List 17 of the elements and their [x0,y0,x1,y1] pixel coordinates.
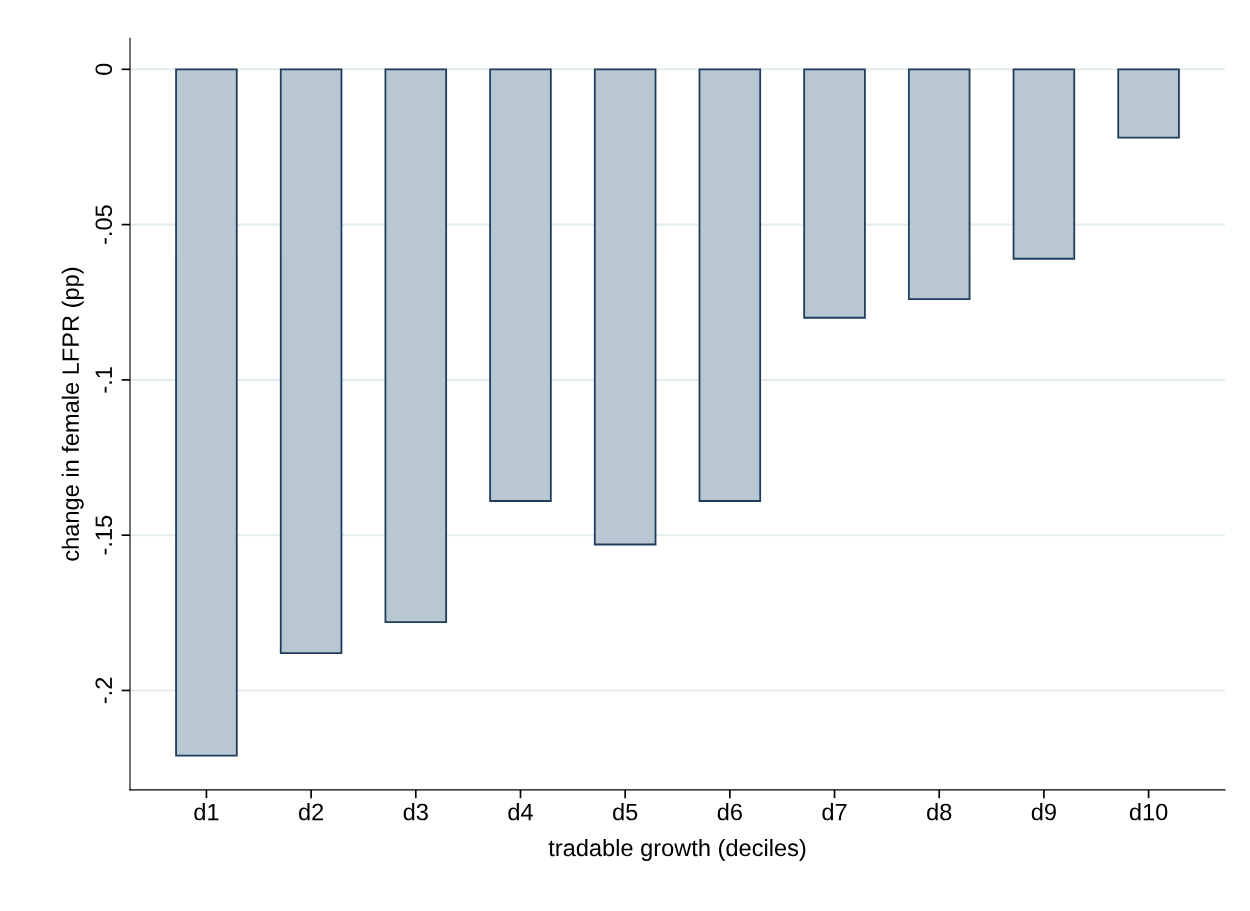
y-tick-label: -.05 [95,205,113,244]
x-tick-label: d6 [717,803,742,821]
x-tick-label: d8 [927,803,952,821]
x-tick-label: d4 [508,803,533,821]
x-tick-label: d7 [822,803,847,821]
x-tick-label: d9 [1031,803,1056,821]
y-tick-label: -.1 [95,367,112,393]
x-tick-label: d10 [1129,803,1168,821]
x-tick-label: d1 [194,803,219,821]
y-axis-title: change in female LFPR (pp) [61,267,84,561]
y-tick-label: 0 [95,63,113,75]
x-tick-label: d2 [298,803,324,821]
x-tick-label: d3 [403,803,428,821]
y-tick-label: -.15 [95,515,113,555]
x-tick-label: d5 [613,803,638,821]
x-axis-title: tradable growth (deciles) [548,838,806,861]
y-tick-label: -.2 [95,677,112,704]
